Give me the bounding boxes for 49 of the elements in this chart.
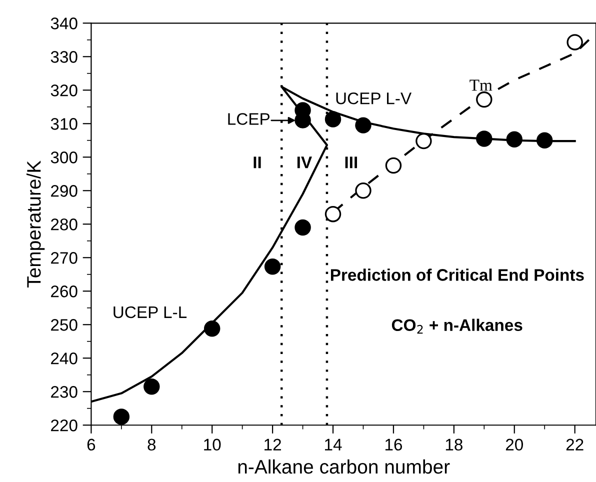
point xyxy=(113,408,130,425)
x-tick-label: 22 xyxy=(566,438,584,450)
annotation: II xyxy=(254,156,261,168)
x-tick-label: 18 xyxy=(446,438,462,451)
x-tick-label: 14 xyxy=(325,438,342,450)
y-tick-label: 340 xyxy=(50,18,78,30)
y-tick-label: 250 xyxy=(51,319,78,331)
x-tick-label: 16 xyxy=(385,438,402,451)
y-tick-label: 330 xyxy=(50,51,78,63)
point xyxy=(324,111,342,128)
y-axis-title: Temperature/K xyxy=(26,160,45,288)
y-tick-label: 270 xyxy=(51,252,78,264)
y-tick-label: 290 xyxy=(51,185,78,197)
x-tick-label: 20 xyxy=(506,438,523,451)
annotation: Prediction of Critical End Points xyxy=(330,268,584,281)
point xyxy=(476,91,492,108)
y-tick-label: 240 xyxy=(51,352,78,364)
y-tick-label: 300 xyxy=(50,152,78,164)
point xyxy=(355,182,372,199)
point xyxy=(204,320,220,337)
x-tick-label: 8 xyxy=(148,438,156,451)
y-tick-label: 280 xyxy=(51,218,78,230)
y-tick-label: 310 xyxy=(50,118,78,130)
x-tick-label: 6 xyxy=(87,438,96,451)
point xyxy=(536,132,553,148)
x-axis-title: n-Alkane carbon number xyxy=(238,459,450,474)
annotation: UCEP L-V xyxy=(336,92,412,104)
x-tick-label: 12 xyxy=(264,438,281,450)
point xyxy=(144,378,160,395)
point xyxy=(385,157,402,174)
annotation: III xyxy=(345,156,357,168)
point xyxy=(294,219,311,236)
annotation: CO$_{2}$ + n-Alkanes xyxy=(392,318,522,334)
annotation: Tm xyxy=(470,80,492,91)
point xyxy=(566,34,583,50)
y-tick-label: 260 xyxy=(51,286,78,298)
y-tick-label: 220 xyxy=(51,420,78,432)
point xyxy=(416,132,432,150)
point xyxy=(324,206,342,222)
point xyxy=(506,131,522,148)
x-tick-label: 10 xyxy=(204,438,221,451)
point xyxy=(264,258,281,275)
y-tick-label: 230 xyxy=(51,386,78,398)
annotation: LCEP xyxy=(228,113,270,125)
annotation: IV xyxy=(297,156,312,168)
point xyxy=(355,117,372,134)
annotation: UCEP L-L xyxy=(114,306,187,318)
point xyxy=(476,130,492,147)
y-tick-label: 320 xyxy=(50,84,78,96)
